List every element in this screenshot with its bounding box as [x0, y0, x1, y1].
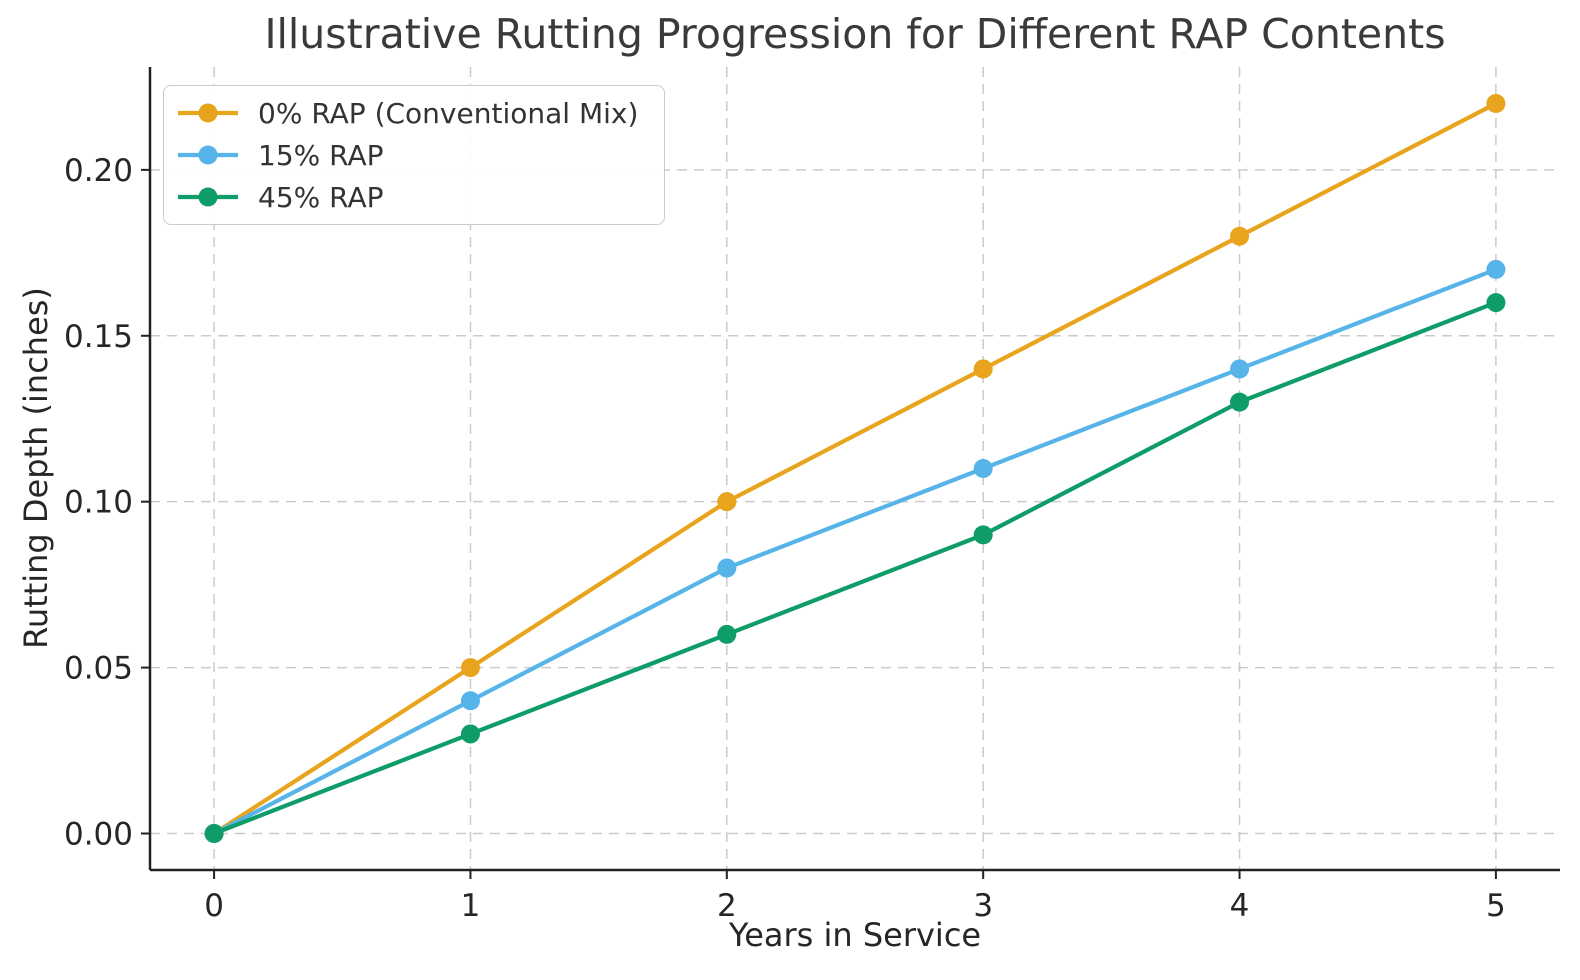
- legend-item-label: 15% RAP: [258, 138, 384, 172]
- data-point: [717, 624, 737, 644]
- series-line: [211, 267, 1499, 836]
- x-tick-label: 3: [973, 888, 993, 924]
- legend: 0% RAP (Conventional Mix) 15% RAP 45% RAP: [163, 85, 666, 225]
- data-point: [1486, 293, 1506, 313]
- x-tick-label: 2: [717, 888, 737, 924]
- x-tick-label: 5: [1486, 888, 1506, 924]
- legend-item-label: 45% RAP: [258, 180, 384, 214]
- legend-swatch-icon: [178, 187, 238, 207]
- legend-item: 45% RAP: [177, 176, 638, 218]
- x-tick-label: 1: [461, 888, 481, 924]
- legend-item: 15% RAP: [177, 134, 638, 176]
- x-axis-label: Years in Service: [728, 916, 982, 954]
- x-tick-label: 0: [204, 888, 224, 924]
- data-point: [1486, 259, 1506, 279]
- data-point: [1230, 392, 1250, 412]
- legend-swatch-icon: [178, 103, 238, 123]
- y-tick-label: 0.00: [64, 817, 133, 853]
- data-point: [717, 558, 737, 578]
- legend-swatch-icon: [178, 145, 238, 165]
- data-point: [973, 525, 993, 545]
- data-point: [717, 492, 737, 512]
- data-point: [460, 658, 480, 678]
- legend-item: 0% RAP (Conventional Mix): [177, 92, 638, 134]
- data-point: [1486, 94, 1506, 113]
- y-tick-label: 0.15: [64, 319, 133, 355]
- data-point: [460, 724, 480, 744]
- series-line: [211, 300, 1499, 836]
- chart-title: Illustrative Rutting Progression for Dif…: [264, 10, 1446, 58]
- legend-item-label: 0% RAP (Conventional Mix): [258, 96, 639, 130]
- series-line: [211, 101, 1499, 836]
- data-point: [204, 824, 224, 843]
- y-tick-label: 0.20: [64, 153, 133, 189]
- data-point: [1230, 226, 1250, 246]
- data-point: [973, 459, 993, 478]
- y-tick-label: 0.10: [64, 485, 133, 521]
- x-tick-label: 4: [1230, 888, 1250, 924]
- data-point: [1230, 359, 1250, 379]
- y-tick-label: 0.05: [64, 651, 133, 687]
- data-point: [973, 359, 993, 379]
- data-point: [460, 691, 480, 711]
